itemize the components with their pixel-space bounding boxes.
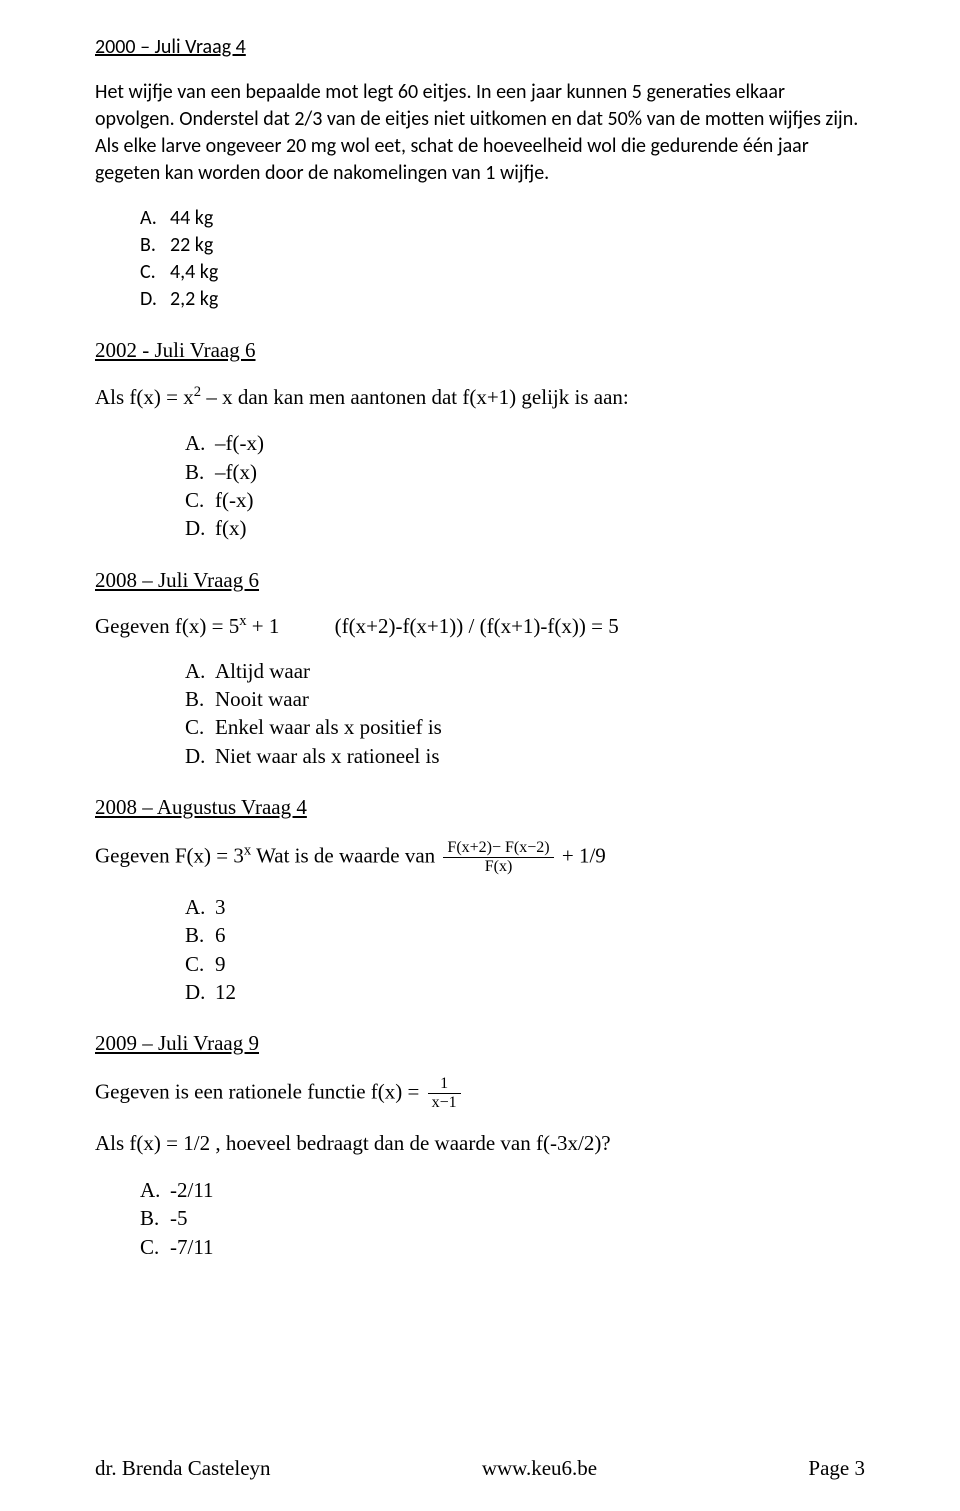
- option-label: C.: [185, 713, 215, 741]
- option-label: B.: [185, 921, 215, 949]
- q3-given-exp: x: [239, 613, 246, 629]
- q5-body2: Als f(x) = 1/2 , hoeveel bedraagt dan de…: [95, 1129, 865, 1157]
- option: C.-7/11: [140, 1233, 865, 1261]
- option-text: f(-x): [215, 486, 253, 514]
- option: C.9: [185, 950, 865, 978]
- footer-page: Page 3: [808, 1456, 865, 1481]
- option-label: A.: [185, 657, 215, 685]
- q2-body-prefix: Als f(x) = x: [95, 385, 194, 409]
- option-text: -2/11: [170, 1176, 214, 1204]
- option-label: A.: [140, 205, 170, 232]
- option: B.Nooit waar: [185, 685, 865, 713]
- option-text: –f(-x): [215, 429, 264, 457]
- option-label: C.: [185, 486, 215, 514]
- option-text: –f(x): [215, 458, 257, 486]
- option-text: Enkel waar als x positief is: [215, 713, 442, 741]
- option-label: B.: [140, 232, 170, 259]
- q5-given-text: Gegeven is een rationele functie f(x) =: [95, 1080, 425, 1104]
- q3-given-prefix: Gegeven f(x) = 5: [95, 614, 239, 638]
- q4-given: Gegeven F(x) = 3x Wat is de waarde van F…: [95, 840, 865, 875]
- option: A.Altijd waar: [185, 657, 865, 685]
- q5-title: 2009 – Juli Vraag 9: [95, 1031, 865, 1056]
- footer-url: www.keu6.be: [482, 1456, 597, 1481]
- option-label: A.: [140, 1176, 170, 1204]
- q1-body: Het wijfje van een bepaalde mot legt 60 …: [95, 79, 865, 187]
- q4-given-prefix: Gegeven F(x) = 3: [95, 843, 244, 867]
- q4-frac-den: F(x): [443, 857, 553, 875]
- option: C.f(-x): [185, 486, 865, 514]
- option: B.22 kg: [140, 232, 865, 259]
- option: B.6: [185, 921, 865, 949]
- option: D.Niet waar als x rationeel is: [185, 742, 865, 770]
- q2-body-exp: 2: [194, 384, 201, 400]
- option-label: B.: [185, 458, 215, 486]
- option-text: -5: [170, 1204, 188, 1232]
- option: C.Enkel waar als x positief is: [185, 713, 865, 741]
- option: A.-2/11: [140, 1176, 865, 1204]
- q2-options: A.–f(-x) B.–f(x) C.f(-x) D.f(x): [185, 429, 865, 542]
- q3-given-formula: (f(x+2)-f(x+1)) / (f(x+1)-f(x)) = 5: [335, 614, 619, 638]
- q4-given-mid: Wat is de waarde van: [251, 843, 440, 867]
- option-text: 44 kg: [170, 205, 213, 232]
- option-text: 4,4 kg: [170, 259, 218, 286]
- q1-title: 2000 – Juli Vraag 4: [95, 35, 865, 59]
- option-label: D.: [185, 514, 215, 542]
- option-label: D.: [140, 286, 170, 313]
- q5-frac-num: 1: [428, 1076, 461, 1093]
- q2-title: 2002 - Juli Vraag 6: [95, 338, 865, 363]
- q4-frac-num: F(x+2)− F(x−2): [443, 840, 553, 857]
- option: A.–f(-x): [185, 429, 865, 457]
- q5-fraction: 1x−1: [428, 1076, 461, 1111]
- option-label: A.: [185, 893, 215, 921]
- q3-options: A.Altijd waar B.Nooit waar C.Enkel waar …: [185, 657, 865, 770]
- q3-given: Gegeven f(x) = 5x + 1 (f(x+2)-f(x+1)) / …: [95, 613, 865, 639]
- option-text: Altijd waar: [215, 657, 310, 685]
- footer: dr. Brenda Casteleyn www.keu6.be Page 3: [95, 1456, 865, 1481]
- q5-given: Gegeven is een rationele functie f(x) = …: [95, 1076, 865, 1111]
- option-text: 3: [215, 893, 226, 921]
- option-label: C.: [140, 1233, 170, 1261]
- q2-body: Als f(x) = x2 – x dan kan men aantonen d…: [95, 383, 865, 411]
- q3-title: 2008 – Juli Vraag 6: [95, 568, 865, 593]
- option-text: 6: [215, 921, 226, 949]
- q4-options: A.3 B.6 C.9 D.12: [185, 893, 865, 1006]
- option-label: C.: [140, 259, 170, 286]
- option-label: A.: [185, 429, 215, 457]
- option-text: 12: [215, 978, 236, 1006]
- q2-body-suffix: – x dan kan men aantonen dat f(x+1) geli…: [201, 385, 629, 409]
- option-label: C.: [185, 950, 215, 978]
- option: C.4,4 kg: [140, 259, 865, 286]
- option: B.–f(x): [185, 458, 865, 486]
- option: A.44 kg: [140, 205, 865, 232]
- option-label: D.: [185, 978, 215, 1006]
- option: A.3: [185, 893, 865, 921]
- option-text: 9: [215, 950, 226, 978]
- option-text: 2,2 kg: [170, 286, 218, 313]
- option-label: B.: [140, 1204, 170, 1232]
- option-text: -7/11: [170, 1233, 214, 1261]
- option: B.-5: [140, 1204, 865, 1232]
- option-label: D.: [185, 742, 215, 770]
- option-label: B.: [185, 685, 215, 713]
- option-text: 22 kg: [170, 232, 213, 259]
- q3-given-mid: + 1: [247, 614, 280, 638]
- option: D.12: [185, 978, 865, 1006]
- option: D.2,2 kg: [140, 286, 865, 313]
- option: D.f(x): [185, 514, 865, 542]
- q1-options: A.44 kg B.22 kg C.4,4 kg D.2,2 kg: [140, 205, 865, 313]
- option-text: Niet waar als x rationeel is: [215, 742, 440, 770]
- q5-options: A.-2/11 B.-5 C.-7/11: [140, 1176, 865, 1261]
- option-text: f(x): [215, 514, 246, 542]
- q4-fraction: F(x+2)− F(x−2)F(x): [443, 840, 553, 875]
- q4-given-suffix: + 1/9: [557, 843, 606, 867]
- footer-author: dr. Brenda Casteleyn: [95, 1456, 271, 1481]
- q5-frac-den: x−1: [428, 1093, 461, 1111]
- q4-title: 2008 – Augustus Vraag 4: [95, 795, 865, 820]
- option-text: Nooit waar: [215, 685, 309, 713]
